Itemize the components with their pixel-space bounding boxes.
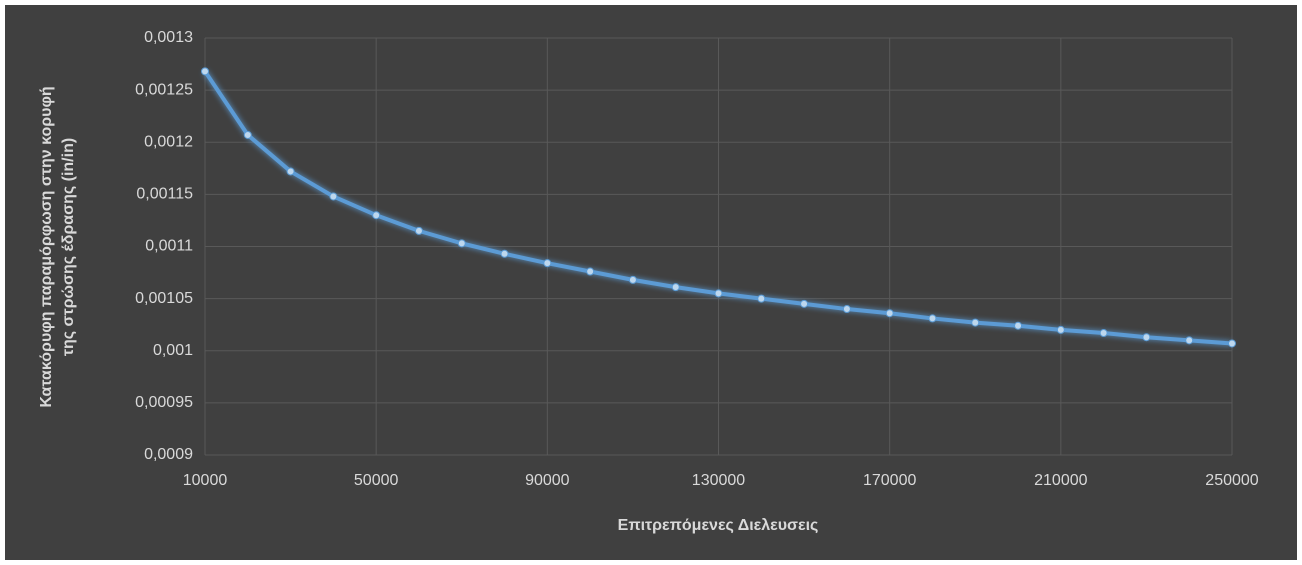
y-axis-title: της στρώσης έδρασης (in/in) xyxy=(60,138,77,356)
data-point xyxy=(201,67,209,76)
data-point xyxy=(757,294,766,303)
data-point xyxy=(628,275,637,284)
y-axis-title: Κατακόρυφη παραμόρφωση στην κορυφή xyxy=(38,86,55,407)
x-tick-label: 130000 xyxy=(692,472,745,489)
data-point xyxy=(286,167,295,176)
y-tick-label: 0,001 xyxy=(153,342,193,359)
x-tick-label: 210000 xyxy=(1034,472,1087,489)
y-tick-label: 0,00115 xyxy=(136,186,193,203)
y-tick-label: 0,0013 xyxy=(144,29,193,46)
data-point xyxy=(500,249,509,258)
data-point xyxy=(842,305,851,314)
data-point xyxy=(971,318,980,327)
data-point xyxy=(243,130,252,139)
data-point xyxy=(1185,336,1194,345)
data-point xyxy=(1099,329,1108,338)
y-tick-label: 0,0011 xyxy=(145,238,193,255)
data-point xyxy=(1014,321,1023,330)
x-tick-label: 90000 xyxy=(525,472,570,489)
data-point xyxy=(800,299,809,308)
y-tick-label: 0,00095 xyxy=(135,394,193,411)
y-tick-label: 0,00125 xyxy=(135,81,193,98)
y-tick-label: 0,00105 xyxy=(135,290,193,307)
x-tick-label: 170000 xyxy=(863,472,916,489)
data-point xyxy=(329,192,338,201)
y-tick-label: 0,0009 xyxy=(144,446,193,463)
data-point xyxy=(714,289,723,298)
data-point xyxy=(414,226,423,235)
data-point xyxy=(543,259,552,268)
x-tick-label: 10000 xyxy=(183,472,228,489)
x-axis-title: Επιτρεπόμενες Διελευσεις xyxy=(618,517,819,534)
data-point xyxy=(1056,325,1065,334)
x-tick-label: 50000 xyxy=(354,472,399,489)
data-point xyxy=(928,314,937,323)
data-point xyxy=(671,283,680,292)
data-point xyxy=(457,239,466,248)
data-point xyxy=(1228,339,1236,348)
data-point xyxy=(1142,333,1151,342)
y-tick-label: 0,0012 xyxy=(144,133,193,150)
x-tick-label: 250000 xyxy=(1205,472,1258,489)
data-point xyxy=(885,309,894,318)
data-point xyxy=(372,211,381,220)
data-point xyxy=(586,267,595,276)
